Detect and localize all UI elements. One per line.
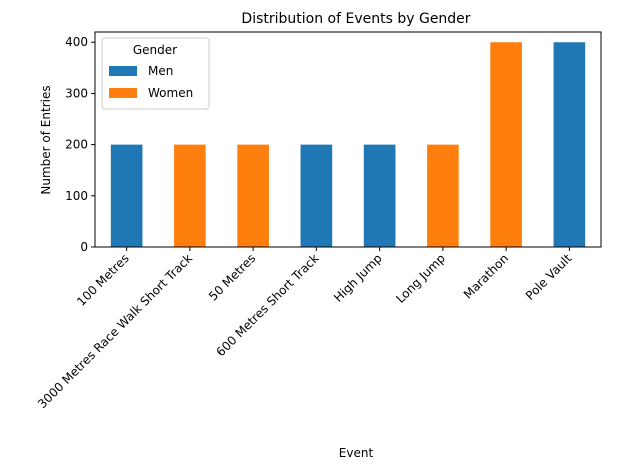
bar-women-6 — [427, 144, 459, 247]
bar-men-5 — [363, 144, 396, 247]
x-tick-label: Marathon — [461, 251, 511, 301]
bar-women-7 — [490, 42, 522, 247]
bar-women-3 — [237, 144, 269, 247]
x-tick-label: High Jump — [331, 251, 385, 305]
legend-label-women: Women — [148, 86, 193, 100]
x-axis-label: Event — [339, 446, 374, 460]
plot-frame — [94, 31, 602, 248]
x-tick-label: 50 Metres — [206, 251, 258, 303]
chart-title: Distribution of Events by Gender — [241, 11, 470, 27]
y-axis: 0 100 200 300 400 — [65, 35, 95, 254]
y-tick-label: 0 — [80, 240, 88, 254]
y-tick-label: 400 — [65, 35, 88, 49]
y-tick-label: 100 — [65, 189, 88, 203]
y-axis-label: Number of Entries — [39, 85, 53, 194]
bar-men-1 — [110, 144, 143, 247]
bar-women-2 — [174, 144, 206, 247]
x-tick-label: Long Jump — [393, 251, 448, 306]
bar-men-8 — [553, 42, 586, 247]
x-tick-label: 100 Metres — [74, 251, 132, 309]
bars-group — [110, 42, 586, 247]
legend-label-men: Men — [148, 64, 173, 78]
y-tick-label: 200 — [65, 138, 88, 152]
legend-swatch-men — [109, 66, 137, 76]
legend-title: Gender — [133, 43, 177, 57]
bar-men-4 — [300, 144, 333, 247]
x-tick-label: Pole Vault — [523, 251, 575, 303]
x-tick-label: 600 Metres Short Track — [214, 251, 322, 359]
legend: Gender Men Women — [101, 37, 210, 110]
legend-entries: Men Women — [109, 64, 193, 100]
legend-swatch-women — [109, 88, 137, 98]
y-tick-label: 300 — [65, 86, 88, 100]
